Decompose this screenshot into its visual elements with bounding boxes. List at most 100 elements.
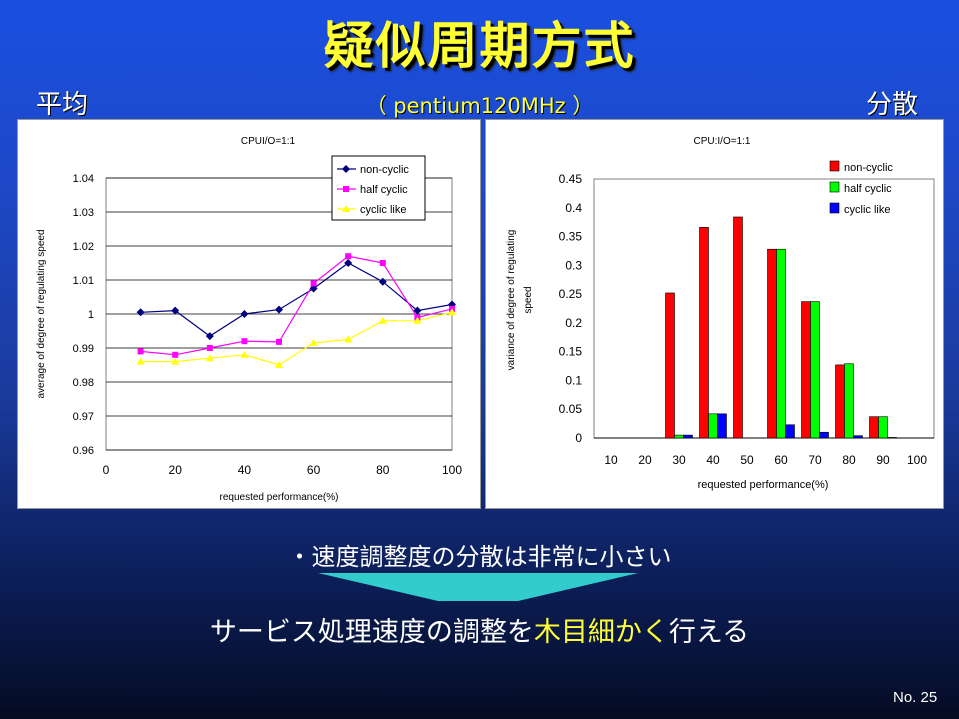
x-tick-label: 50 (740, 453, 754, 467)
data-point (275, 361, 283, 368)
x-tick-label: 30 (672, 453, 686, 467)
x-tick-label: 0 (103, 463, 110, 477)
y-tick-label: 1.01 (73, 275, 94, 287)
bar (887, 437, 897, 439)
y-tick-label: 0 (575, 431, 582, 445)
variance-bar-chart: 0.45 0.4 0.35 0.3 0.25 0.2 0.15 0.1 0.05 0 10 20 30 4… (506, 136, 935, 491)
y-tick-label: 0.25 (559, 287, 583, 301)
y-tick-label: 1 (88, 309, 94, 321)
x-tick-label: 40 (238, 463, 252, 477)
variance-bar-chart-panel: 0.45 0.4 0.35 0.3 0.25 0.2 0.15 0.1 0.05 0 10 20 30 4… (485, 119, 944, 509)
average-line-chart: 1.04 1.03 1.02 1.01 1 0.99 0.98 0.97 0.96 0 20 40 60… (36, 136, 462, 503)
legend-swatch (829, 181, 840, 193)
data-point (344, 335, 353, 343)
bar (853, 435, 863, 439)
data-point (172, 351, 179, 358)
data-point (413, 306, 422, 315)
data-point (241, 338, 248, 345)
y-tick-label: 0.15 (559, 345, 583, 359)
y-tick-label: 0.05 (559, 402, 583, 416)
average-line-chart-panel: 1.04 1.03 1.02 1.01 1 0.99 0.98 0.97 0.96 0 20 40 60… (17, 119, 481, 509)
legend-label: non-cyclic (844, 162, 893, 174)
data-point (240, 310, 249, 318)
y-tick-label: 0.45 (559, 172, 583, 186)
y-tick-label: 0.3 (565, 258, 582, 272)
legend-label: cyclic like (360, 204, 406, 216)
data-point (171, 357, 180, 365)
data-point (448, 308, 456, 316)
data-point (136, 357, 145, 365)
data-point (171, 306, 180, 315)
bar (835, 364, 845, 439)
bar (810, 301, 820, 439)
bar (878, 416, 888, 439)
conclusion-text: サービス処理速度の調整を木目細かく行える (0, 610, 959, 649)
y-tick-label: 1.04 (73, 173, 94, 185)
bar (844, 363, 854, 439)
chart-title: CPUI/O=1:1 (241, 136, 296, 147)
plot-area (593, 178, 935, 439)
bar (767, 248, 777, 439)
data-point (276, 338, 282, 345)
data-point (309, 284, 318, 293)
data-point (343, 186, 349, 192)
bar (819, 431, 829, 439)
y-tick-label: 1.03 (73, 207, 94, 219)
y-tick-label: 0.1 (565, 373, 582, 387)
bar (869, 416, 879, 439)
bar (708, 413, 718, 439)
bar (683, 434, 693, 439)
data-point (240, 350, 249, 358)
series-line (140, 255, 453, 356)
bullet-point: ・速度調整度の分散は非常に小さい (287, 543, 672, 571)
y-tick-label: 0.96 (73, 445, 94, 457)
conclusion-highlight: 木目細かく (533, 617, 669, 648)
data-point (137, 348, 144, 355)
data-point (205, 354, 214, 362)
data-point (345, 253, 352, 260)
x-axis-label: requested performance(%) (698, 479, 829, 491)
data-point (378, 316, 387, 324)
data-point (206, 345, 213, 351)
legend-label: non-cyclic (360, 164, 409, 176)
data-point (310, 280, 317, 287)
data-point (342, 165, 350, 173)
data-point (378, 277, 387, 286)
page-number: No. 25 (893, 689, 938, 706)
bar (665, 292, 675, 439)
y-tick-label: 0.35 (559, 230, 583, 244)
bar (717, 413, 727, 439)
series-line (140, 311, 453, 366)
x-tick-label: 100 (442, 463, 462, 477)
bar (674, 434, 684, 439)
bar (699, 227, 709, 439)
x-axis-label: requested performance(%) (220, 492, 339, 503)
conclusion-prefix: サービス処理速度の調整を (209, 617, 534, 648)
y-tick-label: 0.99 (73, 343, 94, 355)
x-tick-label: 100 (907, 453, 927, 467)
bar (785, 424, 795, 439)
x-tick-label: 40 (706, 453, 720, 467)
x-tick-label: 80 (376, 463, 390, 477)
y-tick-label: 0.98 (73, 377, 94, 389)
legend-swatch (829, 202, 840, 214)
data-point (205, 332, 214, 341)
slide-subtitle: （ pentium120MHz ） (365, 94, 594, 118)
y-tick-label: 1.02 (73, 241, 94, 253)
bar (733, 216, 743, 439)
conclusion-suffix: 行える (668, 617, 750, 648)
down-arrow-icon (318, 573, 638, 601)
bar (776, 248, 786, 439)
x-tick-label: 20 (169, 463, 183, 477)
y-axis-label: variance of degree of regulating (506, 230, 517, 371)
data-point (379, 260, 386, 266)
x-tick-label: 80 (842, 453, 856, 467)
legend-label: cyclic like (844, 204, 890, 216)
y-axis-label-line2: speed (523, 286, 534, 313)
x-tick-label: 10 (604, 453, 618, 467)
x-tick-label: 90 (876, 453, 890, 467)
data-point (275, 305, 283, 314)
y-tick-label: 0.4 (565, 201, 582, 215)
data-point (413, 316, 422, 324)
x-tick-label: 60 (774, 453, 788, 467)
